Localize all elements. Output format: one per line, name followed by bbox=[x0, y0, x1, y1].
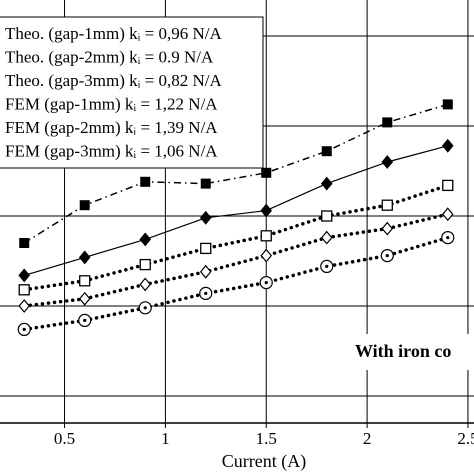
marker bbox=[441, 231, 455, 245]
marker bbox=[78, 291, 91, 306]
x-tick-label: 1 bbox=[161, 429, 170, 448]
marker bbox=[382, 117, 393, 128]
series-line bbox=[22, 235, 450, 332]
marker bbox=[17, 322, 31, 336]
annotation-box bbox=[340, 334, 474, 370]
marker bbox=[441, 207, 454, 222]
marker-dot bbox=[83, 318, 87, 322]
marker bbox=[139, 232, 152, 247]
marker bbox=[380, 249, 394, 263]
marker bbox=[78, 250, 91, 265]
marker bbox=[381, 221, 394, 236]
x-tick-label: 2.5 bbox=[457, 429, 474, 448]
marker bbox=[259, 276, 273, 290]
legend-entry: Theo. (gap-2mm) kᵢ = 0.9 N/A bbox=[5, 47, 214, 66]
legend-entry: FEM (gap-2mm) kᵢ = 1,39 N/A bbox=[5, 118, 218, 137]
marker bbox=[200, 178, 211, 189]
marker bbox=[321, 146, 332, 157]
marker bbox=[442, 99, 453, 110]
marker bbox=[79, 200, 90, 211]
legend-box bbox=[0, 16, 264, 169]
marker-dot bbox=[446, 236, 450, 240]
marker bbox=[19, 238, 30, 248]
marker bbox=[18, 268, 30, 283]
marker-dot bbox=[204, 291, 208, 295]
marker bbox=[381, 155, 394, 169]
marker bbox=[140, 176, 151, 187]
marker bbox=[79, 275, 91, 287]
marker bbox=[139, 277, 152, 292]
marker bbox=[441, 138, 454, 153]
marker bbox=[442, 179, 454, 192]
marker bbox=[320, 259, 334, 273]
marker bbox=[260, 248, 273, 263]
marker bbox=[200, 242, 212, 255]
legend-entry: FEM (gap-1mm) kᵢ = 1,22 N/A bbox=[5, 94, 218, 113]
marker-dot bbox=[143, 306, 147, 310]
legend-entry: FEM (gap-3mm) kᵢ = 1,06 N/A bbox=[5, 141, 218, 160]
marker bbox=[260, 203, 273, 218]
plot bbox=[17, 99, 455, 336]
marker-dot bbox=[22, 327, 26, 331]
x-tick-label: 2 bbox=[363, 429, 372, 448]
marker bbox=[261, 167, 272, 178]
marker bbox=[381, 199, 393, 211]
marker bbox=[138, 301, 152, 315]
marker bbox=[320, 230, 333, 245]
marker bbox=[78, 313, 92, 327]
marker bbox=[18, 299, 30, 313]
series-line bbox=[22, 212, 450, 308]
marker bbox=[260, 230, 272, 242]
x-tick-label: 0.5 bbox=[54, 429, 75, 448]
marker bbox=[320, 176, 333, 191]
marker-dot bbox=[385, 254, 389, 258]
legend: Theo. (gap-1mm) kᵢ = 0,96 N/A Theo. (gap-… bbox=[0, 16, 264, 169]
annotation: With iron co bbox=[355, 341, 451, 361]
series-line bbox=[24, 145, 448, 276]
marker-dot bbox=[264, 281, 268, 285]
marker bbox=[199, 264, 212, 279]
x-tick-label: 1.5 bbox=[256, 429, 277, 448]
marker-dot bbox=[325, 264, 329, 268]
marker bbox=[139, 258, 151, 271]
series-line bbox=[22, 183, 450, 292]
legend-entry: Theo. (gap-1mm) kᵢ = 0,96 N/A bbox=[5, 24, 223, 43]
legend-entry: Theo. (gap-3mm) kᵢ = 0,82 N/A bbox=[5, 71, 223, 90]
marker bbox=[199, 210, 212, 225]
grid: 0.5 1 1.5 2 2.5 bbox=[0, 0, 474, 448]
marker bbox=[199, 286, 213, 300]
marker bbox=[18, 284, 30, 296]
marker bbox=[321, 210, 333, 222]
x-axis-label: Current (A) bbox=[222, 451, 306, 472]
